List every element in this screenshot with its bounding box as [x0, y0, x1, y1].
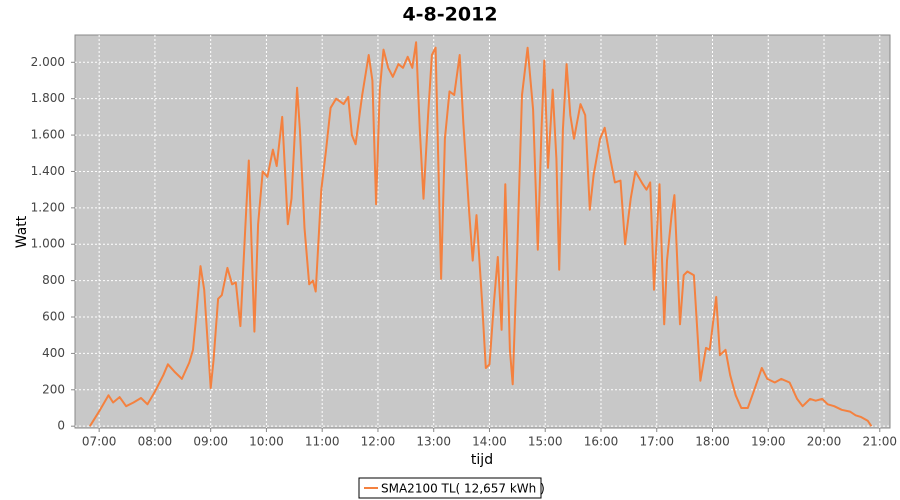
x-tick-label: 16:00	[584, 435, 619, 449]
x-axis-label: tijd	[471, 452, 493, 468]
x-tick-label: 20:00	[807, 435, 842, 449]
y-tick-label: 1.800	[31, 91, 65, 105]
x-tick-label: 14:00	[472, 435, 507, 449]
y-tick-label: 200	[42, 382, 65, 396]
y-tick-label: 2.000	[31, 55, 65, 69]
x-tick-label: 12:00	[361, 435, 396, 449]
x-tick-label: 08:00	[138, 435, 173, 449]
x-tick-label: 11:00	[305, 435, 340, 449]
x-tick-label: 09:00	[193, 435, 228, 449]
x-tick-label: 19:00	[751, 435, 786, 449]
x-tick-label: 13:00	[416, 435, 451, 449]
x-tick-label: 10:00	[249, 435, 284, 449]
legend-label: SMA2100 TL( 12,657 kWh )	[381, 482, 545, 496]
x-tick-label: 18:00	[695, 435, 730, 449]
chart-title: 4-8-2012	[402, 4, 497, 26]
x-tick-label: 15:00	[528, 435, 563, 449]
y-tick-label: 0	[57, 419, 65, 433]
y-tick-label: 1.000	[31, 237, 65, 251]
x-tick-label: 21:00	[862, 435, 897, 449]
legend	[358, 477, 542, 499]
y-tick-label: 600	[42, 310, 65, 324]
y-tick-label: 400	[42, 346, 65, 360]
x-tick-label: 07:00	[82, 435, 117, 449]
y-tick-label: 1.200	[31, 200, 65, 214]
y-axis-label: Watt	[14, 215, 30, 248]
x-tick-label: 17:00	[639, 435, 674, 449]
y-tick-label: 800	[42, 273, 65, 287]
plot-area	[74, 34, 891, 429]
data-line	[89, 41, 873, 427]
y-tick-label: 1.600	[31, 128, 65, 142]
y-tick-label: 1.400	[31, 164, 65, 178]
